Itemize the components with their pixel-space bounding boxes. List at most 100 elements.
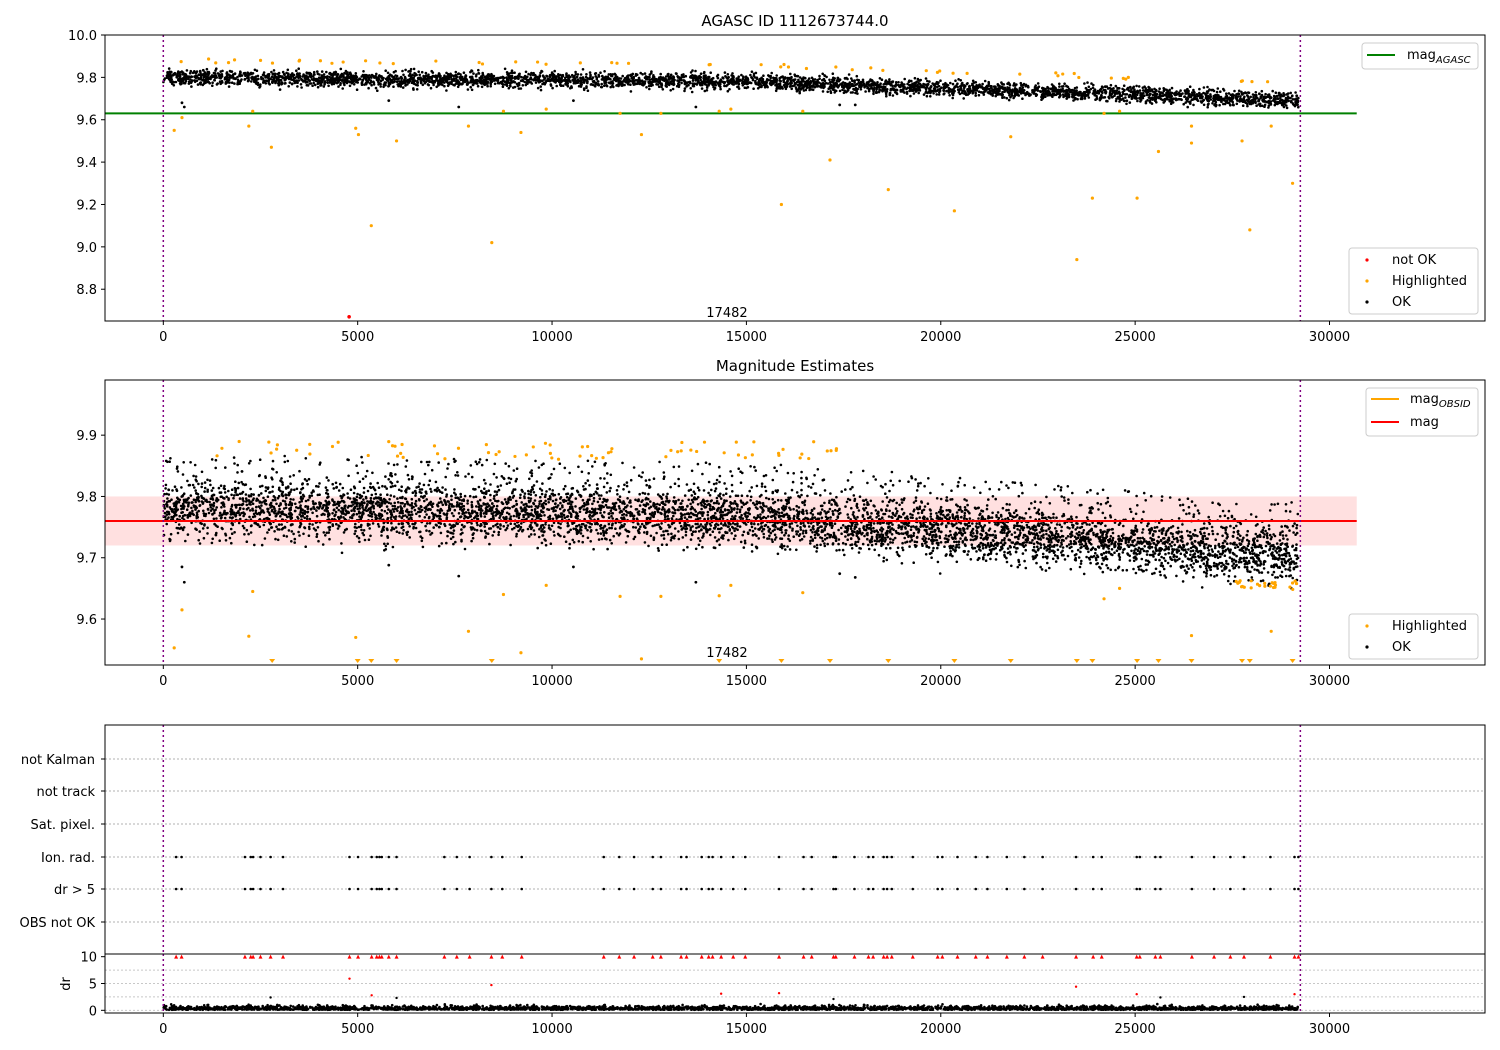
ok-point bbox=[1295, 94, 1298, 98]
ok-point bbox=[848, 83, 852, 87]
ok-point bbox=[880, 85, 883, 88]
ok-point bbox=[555, 84, 558, 88]
ok-point bbox=[522, 76, 525, 79]
ok-point bbox=[854, 87, 857, 91]
ok-point bbox=[272, 69, 276, 72]
ok-point bbox=[351, 79, 354, 82]
ok-point bbox=[1087, 85, 1091, 89]
ok-point bbox=[1198, 91, 1201, 95]
ok-point bbox=[533, 508, 537, 511]
ok-point bbox=[168, 70, 171, 73]
ok-point bbox=[586, 80, 589, 84]
ok-point bbox=[413, 74, 416, 78]
ok-points-cloud bbox=[162, 67, 1300, 110]
ok-point bbox=[554, 76, 558, 80]
ok-point bbox=[612, 85, 615, 89]
ok-point bbox=[510, 71, 513, 75]
ok-point bbox=[939, 79, 942, 82]
ok-point bbox=[569, 80, 572, 84]
ok-point bbox=[1117, 90, 1121, 93]
ok-point bbox=[703, 89, 707, 93]
ok-point bbox=[309, 74, 313, 77]
ok-point bbox=[441, 83, 444, 87]
highlighted-point bbox=[330, 61, 334, 65]
ok-point bbox=[328, 79, 332, 83]
ok-point bbox=[1192, 88, 1195, 92]
ok-point bbox=[262, 73, 265, 76]
ok-point bbox=[812, 81, 816, 85]
ok-point bbox=[842, 91, 846, 95]
ok-point bbox=[1159, 94, 1162, 97]
ok-point bbox=[509, 85, 512, 88]
ok-point bbox=[1012, 82, 1016, 85]
ok-point bbox=[1215, 562, 1218, 566]
ok-point bbox=[1229, 582, 1232, 586]
ok-point bbox=[1073, 97, 1077, 101]
ok-point bbox=[868, 87, 871, 91]
ok-point bbox=[792, 78, 796, 82]
ok-point bbox=[1127, 89, 1131, 92]
ok-point bbox=[833, 89, 837, 92]
ok-point bbox=[743, 82, 746, 86]
ok-point bbox=[884, 80, 887, 83]
ok-point bbox=[750, 70, 754, 73]
ok-point bbox=[559, 83, 562, 87]
ok-point bbox=[852, 87, 855, 91]
ok-point bbox=[919, 78, 922, 82]
ok-point bbox=[952, 91, 955, 95]
ok-point bbox=[412, 87, 415, 90]
ok-point bbox=[1148, 93, 1151, 97]
ok-point bbox=[272, 72, 275, 76]
ok-point bbox=[238, 80, 242, 84]
ok-point bbox=[780, 531, 784, 534]
ok-point bbox=[397, 84, 400, 88]
ok-point bbox=[841, 88, 844, 92]
ok-point bbox=[897, 81, 900, 84]
ok-point bbox=[878, 77, 882, 80]
ok-point bbox=[354, 78, 358, 81]
ok-point bbox=[225, 78, 229, 82]
ok-point bbox=[1028, 541, 1031, 544]
ok-point bbox=[869, 79, 873, 82]
ok-point bbox=[1064, 94, 1068, 98]
ok-point bbox=[1127, 94, 1131, 98]
ok-point bbox=[400, 80, 404, 84]
highlighted-point bbox=[1290, 181, 1295, 185]
highlighted-point bbox=[578, 61, 582, 65]
ok-point bbox=[236, 82, 239, 86]
ok-point bbox=[549, 83, 553, 86]
x-tick-label: 25000 bbox=[1114, 330, 1155, 345]
ok-point bbox=[762, 74, 765, 77]
ok-point bbox=[1138, 96, 1141, 100]
ok-point bbox=[877, 90, 881, 94]
ok-point bbox=[605, 78, 608, 81]
ok-point bbox=[340, 79, 344, 82]
ok-point bbox=[208, 81, 211, 85]
ok-point bbox=[637, 78, 640, 82]
ok-point bbox=[297, 79, 301, 82]
ok-point bbox=[1066, 85, 1070, 89]
ok-point bbox=[296, 85, 299, 88]
ok-point bbox=[624, 541, 628, 544]
ok-point bbox=[677, 465, 681, 468]
highlighted-point bbox=[659, 111, 663, 115]
ok-point bbox=[1012, 96, 1015, 100]
ok-point bbox=[1000, 81, 1003, 84]
ok-point bbox=[409, 67, 413, 71]
ok-point bbox=[742, 530, 746, 534]
ok-point bbox=[1137, 568, 1141, 571]
highlighted-point bbox=[1248, 228, 1252, 232]
ok-point bbox=[1169, 102, 1173, 105]
ok-point bbox=[548, 78, 551, 81]
ok-point bbox=[854, 91, 857, 95]
ok-point bbox=[600, 82, 603, 86]
ok-point bbox=[947, 87, 951, 91]
ok-point bbox=[715, 539, 719, 543]
ok-point bbox=[1191, 92, 1194, 96]
ok-point bbox=[848, 85, 852, 89]
ok-point bbox=[688, 81, 692, 85]
ok-point bbox=[197, 77, 201, 81]
ok-point bbox=[402, 80, 406, 83]
ok-point bbox=[604, 81, 608, 84]
ok-point bbox=[968, 91, 972, 95]
